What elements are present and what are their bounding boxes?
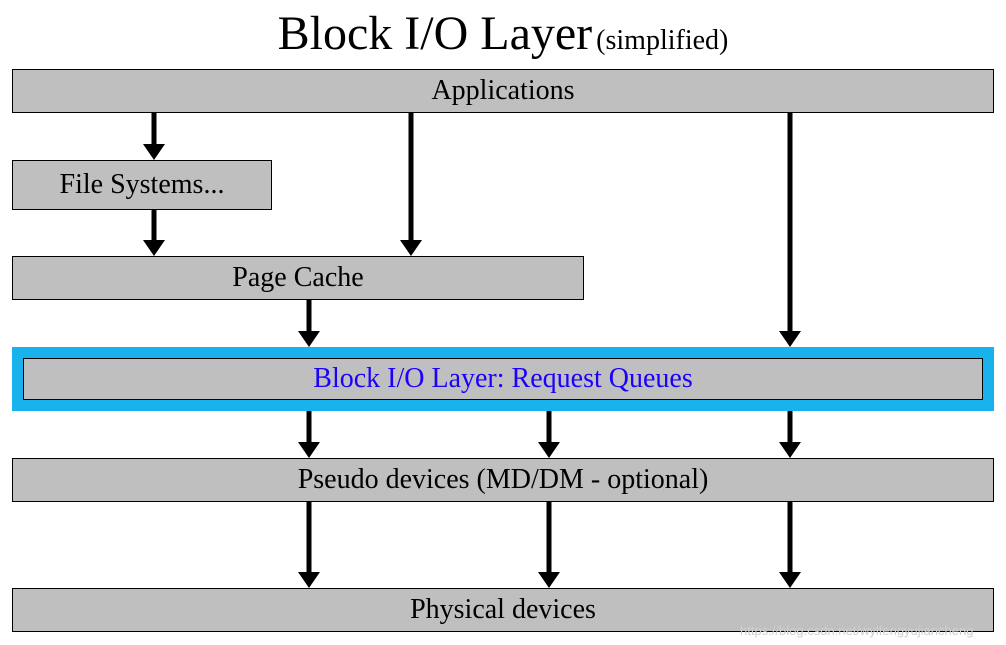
diagram-title: Block I/O Layer (simplified) [0, 6, 1006, 61]
arrow-down [779, 411, 801, 458]
arrow-down [538, 411, 560, 458]
box-file-systems-label: File Systems... [60, 169, 225, 201]
arrow-down [779, 502, 801, 588]
arrow-down [143, 113, 165, 160]
box-pseudo-devices: Pseudo devices (MD/DM - optional) [12, 458, 994, 502]
arrow-down [298, 411, 320, 458]
box-block-io: Block I/O Layer: Request Queues [23, 358, 983, 400]
box-pseudo-devices-label: Pseudo devices (MD/DM - optional) [298, 464, 709, 496]
arrow-down [779, 113, 801, 347]
box-physical-devices-label: Physical devices [410, 594, 596, 626]
box-page-cache-label: Page Cache [232, 262, 363, 294]
diagram-canvas: Block I/O Layer (simplified) Application… [0, 0, 1006, 645]
arrow-down [538, 502, 560, 588]
title-sub: (simplified) [596, 25, 728, 56]
box-page-cache: Page Cache [12, 256, 584, 300]
box-applications-label: Applications [431, 75, 574, 107]
box-file-systems: File Systems... [12, 160, 272, 210]
arrow-down [298, 502, 320, 588]
box-block-io-label: Block I/O Layer: Request Queues [313, 363, 692, 395]
box-applications: Applications [12, 69, 994, 113]
arrow-down [298, 300, 320, 347]
arrow-down [400, 113, 422, 256]
title-main: Block I/O Layer [278, 7, 593, 60]
watermark-text: https://blog.csdn.net/wylfengyujiancheng [740, 623, 973, 638]
arrow-down [143, 210, 165, 256]
